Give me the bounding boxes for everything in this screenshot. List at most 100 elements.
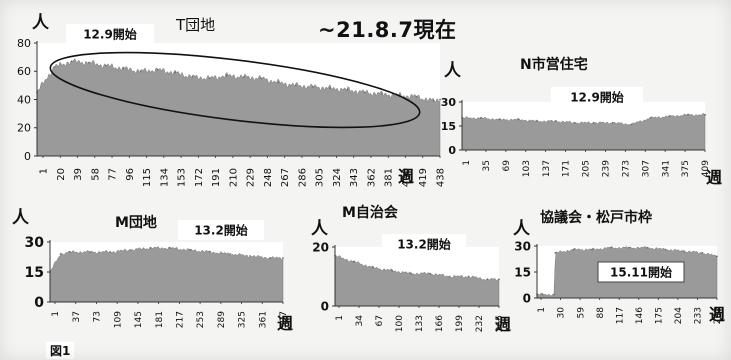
y-unit-label: 人 bbox=[444, 61, 462, 81]
x-tick-label: 117 bbox=[615, 307, 625, 324]
x-tick-label: 145 bbox=[134, 311, 144, 328]
y-tick-label: 15 bbox=[25, 265, 44, 281]
data-point bbox=[229, 253, 232, 255]
data-point bbox=[611, 121, 614, 124]
data-point bbox=[479, 117, 482, 119]
data-point bbox=[574, 121, 576, 124]
data-point bbox=[609, 246, 612, 249]
data-point bbox=[555, 120, 557, 123]
x-tick-label: 217 bbox=[176, 311, 186, 328]
x-tick-label: 175 bbox=[654, 307, 664, 324]
data-point bbox=[149, 247, 152, 249]
data-point bbox=[591, 248, 593, 251]
x-tick-label: 273 bbox=[621, 160, 631, 177]
data-point bbox=[683, 250, 685, 253]
data-point bbox=[467, 275, 470, 278]
y-tick-label: 30 bbox=[514, 239, 531, 253]
data-point bbox=[646, 246, 649, 249]
data-point bbox=[209, 251, 212, 253]
data-point bbox=[269, 257, 272, 259]
y-tick-label: 40 bbox=[17, 93, 31, 106]
data-point bbox=[704, 113, 706, 116]
data-point bbox=[536, 120, 539, 123]
start-label: 13.2開始 bbox=[397, 237, 451, 252]
x-tick-label: 37 bbox=[72, 311, 82, 322]
x-tick-label: 153 bbox=[177, 168, 188, 187]
chart-panel-4: 0 20 1 34 67 100 133 166 199 232 265 人週 M自治会 13.2開始 bbox=[311, 204, 511, 334]
x-tick-label: 100 bbox=[395, 315, 405, 332]
x-tick-label: 1 bbox=[51, 311, 61, 317]
y-tick-label: 15 bbox=[514, 265, 531, 279]
x-tick-label: 267 bbox=[280, 168, 291, 187]
x-tick-label: 375 bbox=[681, 160, 691, 177]
start-label-box bbox=[597, 261, 685, 283]
y-tick-label: 0 bbox=[523, 291, 531, 305]
x-tick-label: 1 bbox=[537, 307, 547, 313]
data-point bbox=[208, 77, 211, 80]
data-point bbox=[70, 60, 73, 63]
x-tick-label: 438 bbox=[436, 168, 447, 187]
data-point bbox=[363, 91, 366, 94]
x-tick-label: 96 bbox=[125, 168, 136, 181]
x-unit-label: 週 bbox=[709, 305, 725, 324]
x-unit-label: 週 bbox=[277, 314, 293, 333]
y-unit-label: 人 bbox=[513, 219, 531, 239]
x-tick-label: 248 bbox=[263, 168, 274, 187]
data-point bbox=[53, 66, 56, 68]
data-point bbox=[448, 275, 451, 278]
data-point bbox=[87, 61, 90, 64]
data-point bbox=[122, 67, 125, 70]
data-point bbox=[649, 117, 652, 119]
data-point bbox=[410, 272, 413, 275]
data-point bbox=[553, 293, 555, 296]
y-tick-label: 15 bbox=[441, 120, 456, 133]
y-tick-label: 0 bbox=[24, 150, 31, 163]
x-tick-label: 262 bbox=[713, 307, 723, 324]
chart-panel-1: 0 20 40 60 80 1 20 39 58 77 96 115 134 153 172 191 210 22… bbox=[17, 13, 447, 187]
x-tick-label: 232 bbox=[475, 315, 485, 332]
y-tick-label: 0 bbox=[448, 144, 456, 157]
x-tick-label: 343 bbox=[349, 168, 360, 187]
x-tick-label: 88 bbox=[596, 307, 606, 319]
x-tick-label: 137 bbox=[542, 160, 552, 177]
data-point bbox=[353, 260, 355, 263]
x-tick-label: 199 bbox=[455, 315, 465, 332]
data-point bbox=[517, 118, 520, 121]
data-point bbox=[277, 81, 280, 84]
x-tick-label: 34 bbox=[355, 315, 365, 327]
chart-panel-3: 0 15 30 1 37 73 109 145 181 217 253 289 325 361 397 人週 M… bbox=[12, 208, 293, 333]
x-tick-label: 133 bbox=[415, 315, 425, 332]
start-label: 12.9開始 bbox=[83, 27, 137, 42]
x-tick-label: 239 bbox=[602, 160, 612, 177]
x-tick-label: 381 bbox=[384, 168, 395, 187]
series-area bbox=[334, 255, 500, 307]
data-point bbox=[686, 113, 689, 116]
y-unit-label: 人 bbox=[311, 219, 329, 239]
x-tick-label: 59 bbox=[576, 307, 586, 319]
data-point bbox=[129, 249, 132, 251]
y-tick-label: 0 bbox=[34, 295, 44, 311]
trend-ellipse bbox=[49, 51, 421, 129]
series-area bbox=[49, 246, 284, 303]
data-point bbox=[381, 92, 383, 95]
data-point bbox=[169, 247, 172, 249]
data-point bbox=[630, 123, 633, 126]
data-point bbox=[439, 98, 441, 101]
data-point bbox=[668, 115, 670, 118]
data-point bbox=[432, 100, 435, 102]
data-point bbox=[89, 251, 91, 253]
x-tick-label: 67 bbox=[375, 315, 385, 326]
x-tick-label: 109 bbox=[113, 311, 123, 328]
y-tick-label: 0 bbox=[321, 299, 329, 313]
data-point bbox=[486, 278, 489, 281]
start-label: 12.9開始 bbox=[570, 90, 624, 105]
x-tick-label: 77 bbox=[108, 168, 119, 181]
data-point bbox=[260, 77, 263, 80]
data-point bbox=[592, 121, 595, 124]
data-point bbox=[156, 68, 159, 71]
data-point bbox=[225, 74, 228, 77]
x-tick-label: 20 bbox=[56, 168, 67, 181]
y-tick-label: 80 bbox=[17, 37, 31, 50]
data-point bbox=[391, 269, 394, 272]
